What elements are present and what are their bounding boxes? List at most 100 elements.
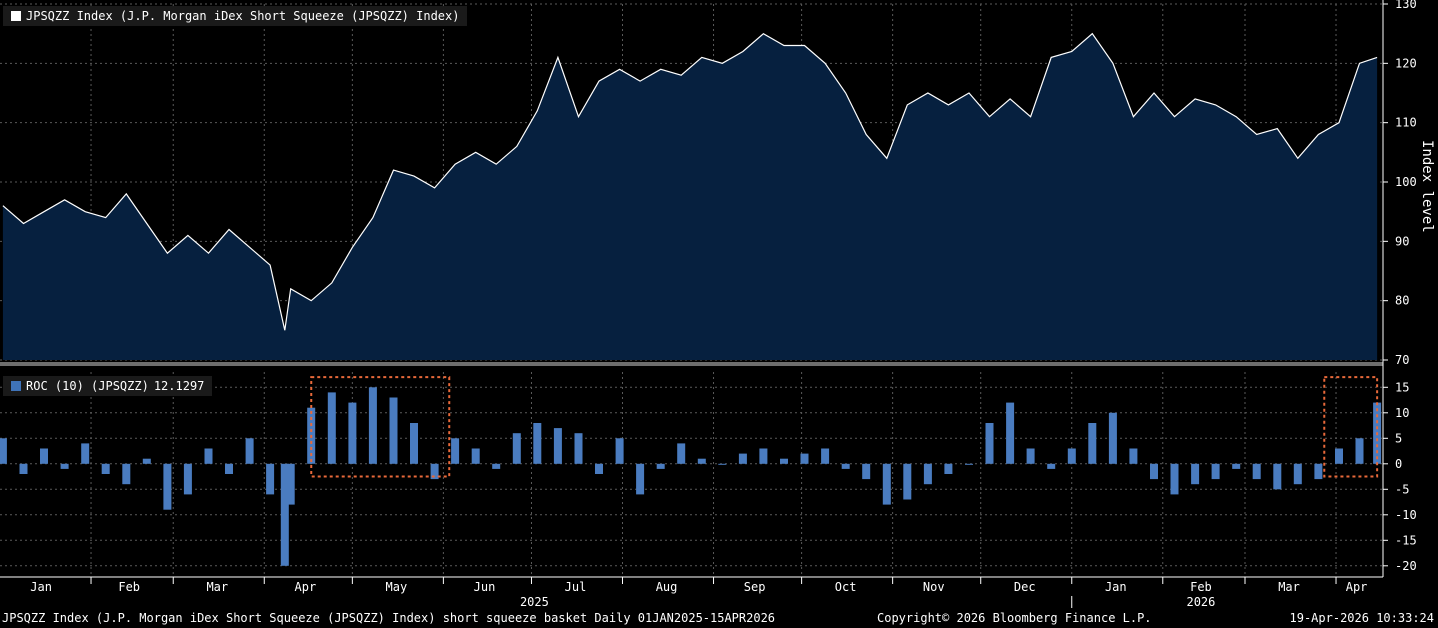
bottom-legend-swatch <box>11 381 21 391</box>
roc-bar <box>19 463 28 474</box>
roc-bar <box>780 458 788 464</box>
roc-bar <box>1129 448 1138 464</box>
footer-description: JPSQZZ Index (J.P. Morgan iDex Short Squ… <box>2 611 776 625</box>
bottom-ytick-label: 0 <box>1395 457 1402 471</box>
roc-bar <box>821 448 830 464</box>
bottom-legend: ROC (10) (JPSQZZ) 12.1297 <box>3 376 213 396</box>
index-line <box>2 32 1378 331</box>
roc-bar <box>944 463 953 474</box>
roc-bar <box>0 438 7 464</box>
roc-bar <box>163 463 172 510</box>
roc-bar <box>142 458 151 464</box>
roc-bar <box>286 463 295 505</box>
roc-bar <box>204 448 213 464</box>
roc-bar <box>512 433 521 464</box>
roc-bar-series <box>0 387 1382 566</box>
roc-bar <box>1335 448 1343 464</box>
roc-bar <box>697 458 706 464</box>
x-month-label: Dec <box>1014 580 1036 594</box>
panel-separator <box>0 362 1383 366</box>
highlight-boxes <box>310 376 1379 478</box>
x-month-label: Mar <box>206 580 228 594</box>
x-month-label: Jan <box>1105 580 1127 594</box>
roc-bar <box>841 463 850 469</box>
bottom-panel-grid <box>0 372 1383 576</box>
bottom-ytick-label: 15 <box>1395 380 1409 394</box>
roc-bar <box>430 463 439 480</box>
x-month-label: Nov <box>923 580 945 594</box>
roc-bar <box>718 463 727 465</box>
x-month-label: Jul <box>565 580 587 594</box>
top-ytick-label: 70 <box>1395 353 1409 367</box>
roc-bar <box>389 397 398 464</box>
footer-copyright: Copyright© 2026 Bloomberg Finance L.P. <box>877 611 1152 625</box>
roc-bar <box>1006 402 1015 464</box>
roc-bar <box>1314 463 1323 480</box>
roc-bar <box>1026 448 1035 464</box>
footer-timestamp: 19-Apr-2026 10:33:24 <box>1289 611 1435 625</box>
roc-bar <box>903 463 912 500</box>
axes: 70 80 90 100 110 120 130 -20 -15 -10 -5 0 5 10 15 Index… <box>0 0 1435 609</box>
roc-bar <box>183 463 192 495</box>
x-month-label: Feb <box>1190 580 1212 594</box>
roc-bar <box>1252 463 1261 480</box>
roc-bar <box>574 433 583 464</box>
roc-bar <box>882 463 891 505</box>
roc-bar <box>1150 463 1158 480</box>
bottom-legend-label: ROC (10) (JPSQZZ) <box>26 379 149 393</box>
roc-bar <box>60 463 69 469</box>
roc-bar <box>1108 412 1117 464</box>
top-ytick-label: 80 <box>1395 294 1409 308</box>
x-month-label: Feb <box>118 580 140 594</box>
x-month-label: Apr <box>295 580 317 594</box>
roc-bar <box>923 463 932 485</box>
roc-bar <box>533 423 542 464</box>
highlight-box <box>1323 376 1379 478</box>
x-month-label: Jan <box>30 580 52 594</box>
roc-bar <box>800 453 809 464</box>
x-month-label: Jun <box>474 580 496 594</box>
x-month-label: Sep <box>744 580 766 594</box>
top-legend-label: JPSQZZ Index (J.P. Morgan iDex Short Squ… <box>26 9 460 23</box>
roc-bar <box>1232 463 1241 469</box>
roc-bar <box>1067 448 1076 464</box>
x-month-label: Aug <box>656 580 678 594</box>
roc-bar <box>471 448 480 464</box>
roc-bar <box>965 463 973 465</box>
bottom-ytick-label: -10 <box>1395 508 1417 522</box>
roc-bar <box>122 463 131 485</box>
roc-bar <box>348 402 357 464</box>
roc-bar <box>245 438 254 464</box>
roc-bar <box>985 423 994 464</box>
x-year-label: 2026 <box>1186 595 1215 609</box>
roc-bar <box>759 448 768 464</box>
index-area-fill <box>2 33 1378 360</box>
roc-bar <box>81 443 90 464</box>
roc-bar <box>636 463 645 495</box>
roc-bar <box>368 387 377 464</box>
bottom-ytick-label: 10 <box>1395 406 1409 420</box>
highlight-box <box>310 376 451 478</box>
top-legend-swatch <box>11 11 21 21</box>
roc-bar <box>553 428 562 464</box>
roc-bar <box>1355 438 1364 464</box>
roc-bar <box>101 463 110 474</box>
bottom-ytick-label: -15 <box>1395 533 1417 547</box>
top-ytick-label: 130 <box>1395 0 1417 11</box>
x-month-label: Oct <box>835 580 857 594</box>
index-area-series <box>2 32 1378 360</box>
roc-bar <box>1191 463 1200 485</box>
top-ytick-label: 90 <box>1395 234 1409 248</box>
bottom-ytick-label: -20 <box>1395 559 1417 573</box>
bottom-ytick-label: 5 <box>1395 431 1402 445</box>
roc-bar <box>1088 423 1097 464</box>
roc-bar <box>1047 463 1056 469</box>
x-year-label: 2025 <box>520 595 549 609</box>
top-ylabel: Index level <box>1419 140 1435 233</box>
roc-bar <box>862 463 871 480</box>
roc-bar <box>225 463 233 474</box>
roc-bar <box>327 392 336 464</box>
roc-bar <box>615 438 624 464</box>
top-ytick-label: 120 <box>1395 56 1417 70</box>
